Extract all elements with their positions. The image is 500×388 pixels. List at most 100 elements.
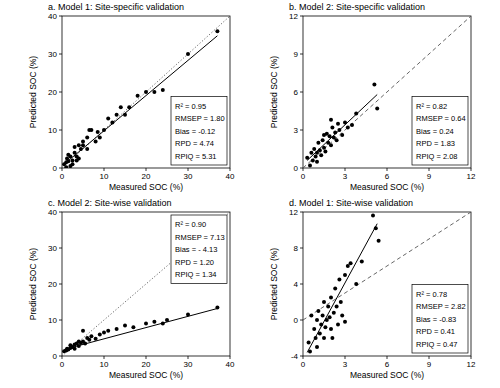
stats-box (171, 97, 227, 166)
reference-line (303, 16, 471, 168)
point (340, 133, 344, 137)
y-tick-label: 3 (294, 126, 299, 135)
y-tick-label: 30 (48, 244, 57, 253)
y-axis-label: Predicted SOC (%) (269, 248, 279, 320)
y-tick-label: 0 (53, 352, 58, 361)
reference-line (62, 212, 230, 356)
x-axis-label: Measured SOC (%) (350, 182, 424, 192)
x-tick (188, 168, 189, 171)
point (119, 105, 123, 109)
x-tick (429, 168, 430, 171)
x-tick-label: 10 (100, 172, 109, 181)
point (71, 162, 75, 166)
point (360, 260, 364, 264)
y-tick (300, 320, 303, 321)
stats-text: Bias = -0.12 (175, 127, 215, 136)
panel: c. Model 2: Site-wise validation01020304… (28, 198, 235, 380)
y-tick (300, 168, 303, 169)
x-tick (230, 168, 231, 171)
point (350, 123, 354, 127)
stats-text: RPD = 1.20 (175, 258, 214, 267)
x-tick-label: 40 (226, 360, 235, 369)
point (73, 151, 77, 155)
point (106, 117, 110, 121)
stats-text: RPD = 4.74 (175, 139, 214, 148)
stats-text: R² = 0.95 (175, 102, 206, 111)
point (319, 323, 323, 327)
x-tick-label: 30 (184, 360, 193, 369)
y-tick (59, 320, 62, 321)
y-tick-label: 30 (48, 50, 57, 59)
point (312, 327, 316, 331)
point (329, 327, 333, 331)
x-tick-label: 3 (343, 360, 348, 369)
stats-text: RMSEP = 2.82 (416, 302, 466, 311)
point (96, 130, 100, 134)
point (312, 147, 316, 151)
point (329, 118, 333, 122)
point (321, 138, 325, 142)
point (307, 341, 311, 345)
stats-text: RMSEP = 1.80 (175, 114, 225, 123)
plot-area (303, 212, 471, 354)
point (144, 90, 148, 94)
point (136, 94, 140, 98)
x-tick (303, 356, 304, 359)
x-tick (104, 356, 105, 359)
point (311, 158, 315, 162)
stats-text: RPIQ = 5.31 (175, 152, 216, 161)
point (349, 261, 353, 265)
y-tick (300, 284, 303, 285)
panel: a. Model 1: Site-specific validation0102… (28, 2, 235, 192)
point (309, 151, 313, 155)
stats-box (412, 97, 468, 166)
point (330, 125, 334, 129)
point (335, 305, 339, 309)
point (309, 314, 313, 318)
y-tick-label: 10 (48, 316, 57, 325)
point (71, 158, 75, 162)
point (102, 331, 106, 335)
point (73, 145, 77, 149)
y-tick-label: 8 (294, 244, 299, 253)
x-tick-label: 9 (427, 172, 432, 181)
y-tick (59, 54, 62, 55)
y-tick (300, 16, 303, 17)
point (110, 120, 114, 124)
point (339, 300, 343, 304)
x-tick (387, 168, 388, 171)
y-tick (300, 212, 303, 213)
point (85, 136, 89, 140)
y-tick (59, 212, 62, 213)
point (322, 300, 326, 304)
point (87, 338, 91, 342)
y-tick-label: 40 (48, 208, 57, 217)
y-tick-label: 20 (48, 88, 57, 97)
point (323, 150, 327, 154)
y-tick-label: 20 (48, 280, 57, 289)
y-tick (59, 248, 62, 249)
point (81, 139, 85, 143)
point (375, 106, 379, 110)
x-tick (387, 356, 388, 359)
x-tick-label: 0 (301, 360, 306, 369)
point (337, 128, 341, 132)
point (328, 134, 332, 138)
point (305, 156, 309, 160)
y-tick-label: 6 (294, 88, 299, 97)
x-tick-label: 12 (467, 360, 476, 369)
x-tick-label: 0 (60, 360, 65, 369)
x-axis-label: Measured SOC (%) (350, 370, 424, 380)
point (340, 314, 344, 318)
x-tick-label: 40 (226, 172, 235, 181)
panel: d. Model 1: Site-wise validation036912-4… (269, 198, 476, 380)
point (330, 336, 334, 340)
point (83, 341, 87, 345)
point (81, 329, 85, 333)
point (337, 278, 341, 282)
y-tick (59, 356, 62, 357)
point (308, 163, 312, 167)
point (308, 350, 312, 354)
point (215, 29, 219, 33)
point (152, 90, 156, 94)
